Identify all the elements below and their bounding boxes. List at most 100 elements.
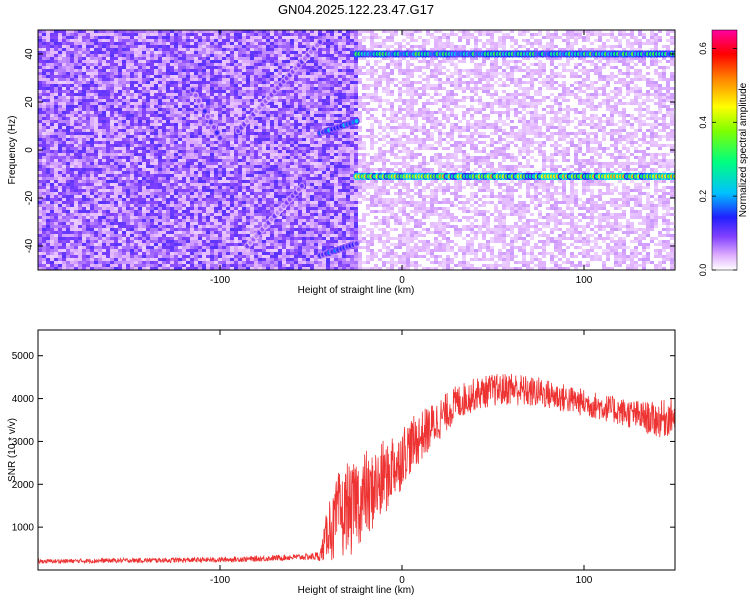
heatmap-cell (282, 123, 286, 126)
heatmap-cell (62, 144, 66, 147)
heatmap-cell (54, 156, 58, 159)
heatmap-cell (122, 258, 126, 261)
heatmap-cell (62, 177, 66, 180)
heatmap-cell (282, 228, 286, 231)
heatmap-cell (206, 165, 210, 168)
heatmap-cell (178, 249, 182, 252)
heatmap-cell (242, 177, 246, 180)
heatmap-cell (242, 138, 246, 141)
heatmap-cell (70, 63, 74, 66)
heatmap-cell (278, 171, 282, 174)
heatmap-cell (206, 255, 210, 258)
heatmap-cell (126, 84, 130, 87)
heatmap-cell (282, 45, 286, 48)
heatmap-cell (94, 138, 98, 141)
heatmap-cell (58, 39, 62, 42)
heatmap-cell (94, 33, 98, 36)
heatmap-cell (118, 111, 122, 114)
heatmap-cell (106, 60, 110, 63)
heatmap-cell (274, 114, 278, 117)
heatmap-cell (118, 213, 122, 216)
heatmap-cell (70, 174, 74, 177)
heatmap-cell (50, 108, 54, 111)
heatmap-cell (250, 30, 254, 33)
heatmap-cell (218, 198, 222, 201)
heatmap-cell (158, 216, 162, 219)
heatmap-cell (222, 42, 226, 45)
heatmap-cell (130, 75, 134, 78)
heatmap-cell (138, 102, 142, 105)
heatmap-cell (266, 228, 270, 231)
heatmap-cell (230, 51, 234, 54)
heatmap-cell (54, 111, 58, 114)
heatmap-cell (98, 255, 102, 258)
heatmap-cell (186, 105, 190, 108)
heatmap-cell (138, 165, 142, 168)
heatmap-cell (62, 198, 66, 201)
heatmap-cell (202, 213, 206, 216)
heatmap-cell (70, 246, 74, 249)
heatmap-cell (50, 222, 54, 225)
heatmap-cell (174, 135, 178, 138)
heatmap-cell (94, 57, 98, 60)
heatmap-cell (250, 84, 254, 87)
heatmap-cell (286, 39, 290, 42)
heatmap-cell (182, 102, 186, 105)
heatmap-cell (222, 231, 226, 234)
heatmap-cell (166, 231, 170, 234)
heatmap-cell (102, 123, 106, 126)
heatmap-cell (190, 111, 194, 114)
heatmap-cell (246, 78, 250, 81)
heatmap-cell (282, 240, 286, 243)
heatmap-cell (242, 30, 246, 33)
heatmap-cell (98, 60, 102, 63)
heatmap-cell (122, 237, 126, 240)
heatmap-cell (38, 48, 42, 51)
heatmap-cell (46, 204, 50, 207)
heatmap-cell (114, 84, 118, 87)
heatmap-cell (170, 144, 174, 147)
heatmap-cell (90, 207, 94, 210)
heatmap-cell (46, 117, 50, 120)
heatmap-cell (146, 267, 150, 270)
heatmap-cell (226, 33, 230, 36)
heatmap-cell (58, 144, 62, 147)
heatmap-cell (258, 192, 262, 195)
heatmap-cell (234, 60, 238, 63)
heatmap-cell (178, 180, 182, 183)
heatmap-cell (170, 105, 174, 108)
heatmap-cell (38, 75, 42, 78)
heatmap-cell (286, 105, 290, 108)
heatmap-cell (282, 135, 286, 138)
heatmap-cell (246, 33, 250, 36)
heatmap-cell (202, 54, 206, 57)
heatmap-cell (70, 150, 74, 153)
heatmap-cell (78, 63, 82, 66)
heatmap-cell (74, 96, 78, 99)
heatmap-cell (242, 45, 246, 48)
heatmap-cell (254, 216, 258, 219)
heatmap-cell (94, 63, 98, 66)
heatmap-cell (90, 87, 94, 90)
heatmap-cell (254, 69, 258, 72)
heatmap-cell (90, 141, 94, 144)
heatmap-cell (74, 156, 78, 159)
heatmap-cell (258, 36, 262, 39)
heatmap-cell (182, 96, 186, 99)
heatmap-cell (178, 105, 182, 108)
heatmap-cell (82, 54, 86, 57)
heatmap-cell (110, 66, 114, 69)
heatmap-cell (62, 228, 66, 231)
heatmap-cell (258, 255, 262, 258)
heatmap-cell (154, 48, 158, 51)
heatmap-cell (146, 159, 150, 162)
heatmap-cell (94, 255, 98, 258)
heatmap-cell (154, 174, 158, 177)
heatmap-cell (106, 108, 110, 111)
heatmap-cell (202, 51, 206, 54)
heatmap-cell (234, 126, 238, 129)
heatmap-cell (106, 69, 110, 72)
heatmap-cell (146, 234, 150, 237)
heatmap-cell (98, 96, 102, 99)
heatmap-cell (70, 168, 74, 171)
